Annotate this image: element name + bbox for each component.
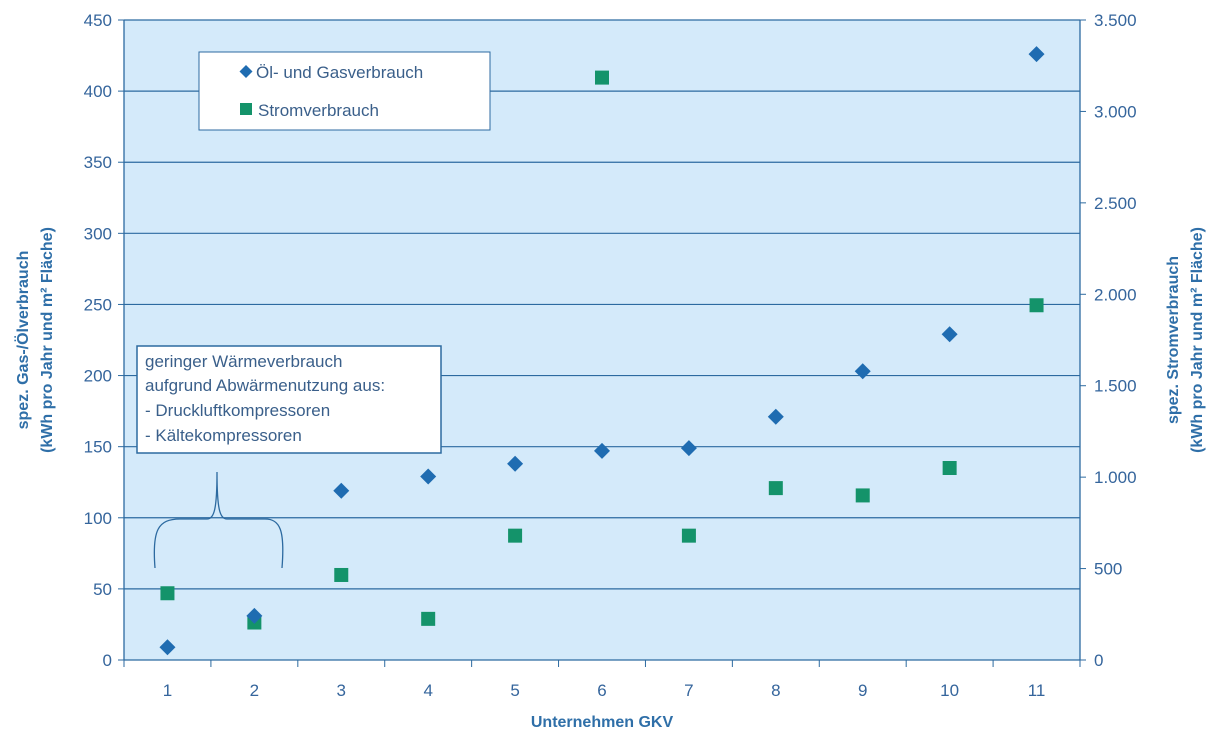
left-tick-label: 50 [93, 580, 112, 599]
x-tick-label: 4 [423, 681, 432, 700]
x-tick-label: 5 [510, 681, 519, 700]
legend-square-marker [240, 103, 252, 115]
left-tick-label: 400 [84, 82, 112, 101]
annotation-line-4: - Kältekompressoren [145, 426, 302, 445]
x-tick-label: 2 [250, 681, 259, 700]
right-tick-label: 500 [1094, 560, 1122, 579]
left-tick-label: 450 [84, 11, 112, 30]
annotation-brace [153, 471, 284, 569]
x-tick-label: 11 [1028, 681, 1046, 700]
electricity-point [421, 611, 436, 626]
x-tick-label: 1 [163, 681, 172, 700]
left-tick-label: 200 [84, 367, 112, 386]
legend-box [198, 51, 491, 131]
left-axis-ticks: 0 50 100 150 200 250 300 350 400 450 [84, 11, 124, 670]
left-tick-label: 150 [84, 438, 112, 457]
left-tick-label: 250 [84, 295, 112, 314]
x-axis-title: Unternehmen GKV [531, 714, 674, 731]
oil-gas-point [246, 607, 263, 624]
annotation-line-1: geringer Wärmeverbrauch [145, 352, 342, 371]
x-axis-ticks: 1 2 3 4 5 6 7 8 9 10 11 [123, 660, 1081, 700]
left-tick-label: 0 [103, 651, 112, 670]
electricity-point [1029, 298, 1044, 313]
oil-gas-point [680, 440, 697, 457]
right-tick-label: 2.000 [1094, 285, 1137, 304]
x-tick-label: 7 [684, 681, 693, 700]
electricity-point [595, 70, 609, 85]
oil-gas-point [767, 408, 784, 425]
legend-diamond-marker [239, 65, 253, 78]
left-tick-label: 300 [84, 224, 112, 243]
x-tick-label: 3 [337, 681, 346, 700]
x-tick-label: 6 [597, 681, 606, 700]
annotation-box [136, 345, 442, 454]
right-axis-title-line-1: spez. Stromverbrauch [1165, 256, 1182, 424]
annotation-line-2: aufgrund Abwärmenutzung aus: [145, 376, 385, 395]
x-tick-label: 9 [858, 681, 867, 700]
electricity-point [160, 586, 175, 601]
left-tick-label: 100 [84, 509, 112, 528]
annotation-line-3: - Druckluftkompressoren [145, 401, 330, 420]
electricity-point [681, 528, 696, 543]
left-axis-title-line-2: (kWh pro Jahr und m² Fläche) [39, 227, 56, 453]
oil-gas-point [1028, 46, 1045, 63]
oil-gas-point [420, 468, 437, 485]
oil-gas-point [159, 639, 176, 656]
right-axis-title: spez. Stromverbrauch (kWh pro Jahr und m… [1165, 227, 1206, 453]
electricity-point [942, 461, 957, 475]
series-oil-gas-markers [159, 46, 1045, 656]
oil-gas-point [594, 442, 610, 459]
x-tick-label: 8 [771, 681, 780, 700]
annotation: geringer Wärmeverbrauch aufgrund Abwärme… [136, 345, 442, 569]
left-axis-title-line-1: spez. Gas-/Ölverbrauch [13, 251, 32, 430]
oil-gas-point [507, 455, 524, 472]
right-tick-label: 2.500 [1094, 194, 1137, 213]
oil-gas-point [333, 482, 350, 499]
x-tick-label: 10 [940, 681, 959, 700]
right-tick-label: 1.000 [1094, 468, 1137, 487]
left-tick-label: 350 [84, 153, 112, 172]
oil-gas-point [941, 326, 958, 343]
right-tick-label: 0 [1094, 651, 1103, 670]
right-axis-title-line-2: (kWh pro Jahr und m² Fläche) [1189, 227, 1206, 453]
axes [123, 20, 1081, 661]
legend-label-electricity: Stromverbrauch [258, 101, 379, 120]
legend: Öl- und Gasverbrauch Stromverbrauch [198, 51, 491, 131]
electricity-point [855, 488, 870, 503]
electricity-point [334, 567, 349, 582]
right-axis-ticks: 0 500 1.000 1.500 2.000 2.500 3.000 3.500 [1080, 11, 1137, 670]
left-axis-title: spez. Gas-/Ölverbrauch (kWh pro Jahr und… [13, 227, 56, 453]
right-tick-label: 3.500 [1094, 11, 1137, 30]
electricity-point [768, 481, 783, 496]
electricity-point [508, 528, 523, 543]
oil-gas-point [854, 363, 871, 380]
legend-label-oil-gas: Öl- und Gasverbrauch [256, 63, 423, 82]
right-tick-label: 1.500 [1094, 377, 1137, 396]
right-tick-label: 3.000 [1094, 102, 1137, 121]
